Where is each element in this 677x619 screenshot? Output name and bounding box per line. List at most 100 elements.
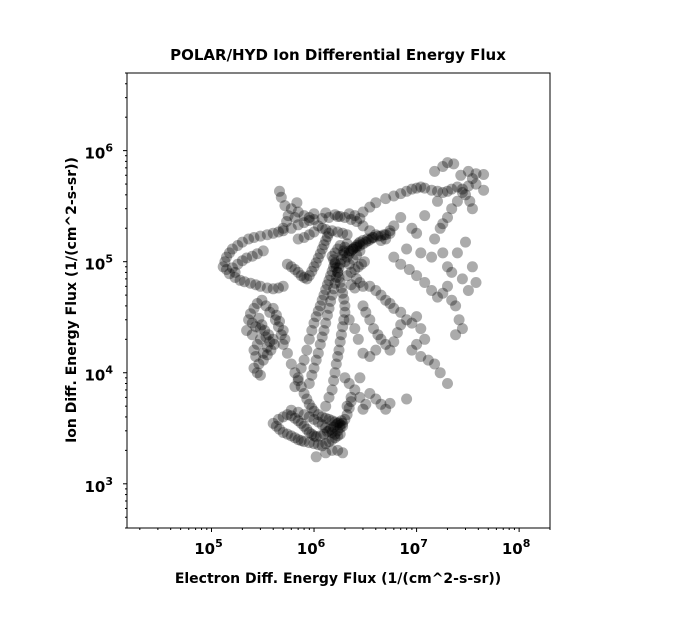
data-point (464, 195, 476, 207)
data-point (370, 197, 382, 209)
data-point (329, 277, 341, 289)
chart-title: POLAR/HYD Ion Differential Energy Flux (170, 46, 506, 64)
data-point (456, 187, 468, 198)
data-point (277, 222, 289, 234)
data-point (437, 218, 449, 230)
data-point (370, 344, 382, 356)
data-point (332, 211, 344, 222)
data-point (298, 217, 310, 229)
data-point (388, 302, 400, 314)
data-point (306, 428, 318, 440)
data-point (285, 404, 297, 416)
data-point (363, 235, 374, 246)
data-point (326, 289, 338, 301)
data-point (343, 314, 355, 326)
data-point (321, 279, 333, 291)
data-point (358, 256, 370, 268)
data-point (312, 416, 324, 428)
data-point (337, 321, 349, 333)
data-point (303, 270, 315, 282)
data-point (395, 188, 407, 200)
data-point (341, 238, 353, 250)
data-point (406, 222, 418, 234)
data-point (462, 180, 474, 192)
data-point (234, 274, 246, 286)
data-point (357, 347, 369, 359)
data-point (295, 362, 307, 374)
data-point (265, 344, 277, 356)
data-point (298, 420, 310, 432)
data-point (281, 347, 293, 359)
data-point (308, 405, 320, 417)
data-point (450, 329, 462, 341)
data-point (426, 251, 438, 263)
data-point (267, 283, 279, 295)
data-point (241, 252, 253, 264)
data-point (326, 434, 338, 446)
data-point (248, 344, 260, 356)
data-point (291, 197, 303, 209)
data-point (426, 184, 438, 196)
data-point (257, 354, 269, 366)
data-point (375, 333, 387, 345)
data-point (270, 420, 282, 432)
data-point (321, 231, 333, 243)
data-point (320, 235, 332, 246)
data-point (267, 333, 279, 345)
data-point (310, 257, 322, 269)
data-point (267, 302, 279, 314)
data-point (323, 212, 335, 223)
data-point (442, 157, 453, 169)
data-point (446, 183, 458, 195)
data-point (326, 225, 338, 237)
data-point (422, 354, 434, 366)
data-point (248, 362, 260, 374)
data-point (415, 181, 427, 193)
data-point (406, 317, 418, 329)
x-tick-label: 106 (297, 537, 326, 558)
x-tick-label: 105 (194, 537, 223, 558)
data-point (298, 210, 310, 222)
y-axis-label: Ion Diff. Energy Flux (1/(cm^2-s-sr)) (64, 157, 80, 443)
data-point (341, 409, 353, 421)
data-point (314, 300, 326, 312)
data-point (320, 422, 332, 434)
data-point (321, 309, 333, 321)
data-point (239, 276, 250, 288)
data-point (339, 256, 351, 268)
data-point (380, 294, 392, 306)
data-point (357, 300, 369, 312)
data-point (273, 321, 284, 333)
data-point (306, 402, 318, 414)
data-point (401, 393, 413, 405)
data-point (380, 233, 392, 245)
data-point (419, 277, 431, 288)
data-point (323, 274, 335, 286)
data-point (312, 347, 324, 359)
data-point (264, 306, 276, 318)
data-point (289, 381, 301, 393)
data-point (289, 264, 301, 275)
data-point (434, 222, 446, 234)
data-point (330, 358, 342, 370)
data-point (318, 289, 330, 301)
data-point (320, 317, 332, 329)
data-point (339, 300, 351, 312)
data-point (415, 323, 427, 335)
data-point (251, 298, 263, 309)
data-point (442, 280, 453, 292)
data-point (332, 226, 344, 238)
data-point (221, 251, 232, 263)
data-point (347, 253, 359, 265)
data-point (256, 319, 268, 331)
data-point (384, 344, 396, 356)
data-point (370, 285, 382, 296)
data-point (329, 367, 341, 379)
data-point (349, 241, 361, 253)
data-point (456, 273, 468, 285)
data-point (320, 412, 332, 424)
data-point (281, 216, 293, 227)
scatter-points (217, 157, 490, 463)
data-point (289, 367, 301, 379)
